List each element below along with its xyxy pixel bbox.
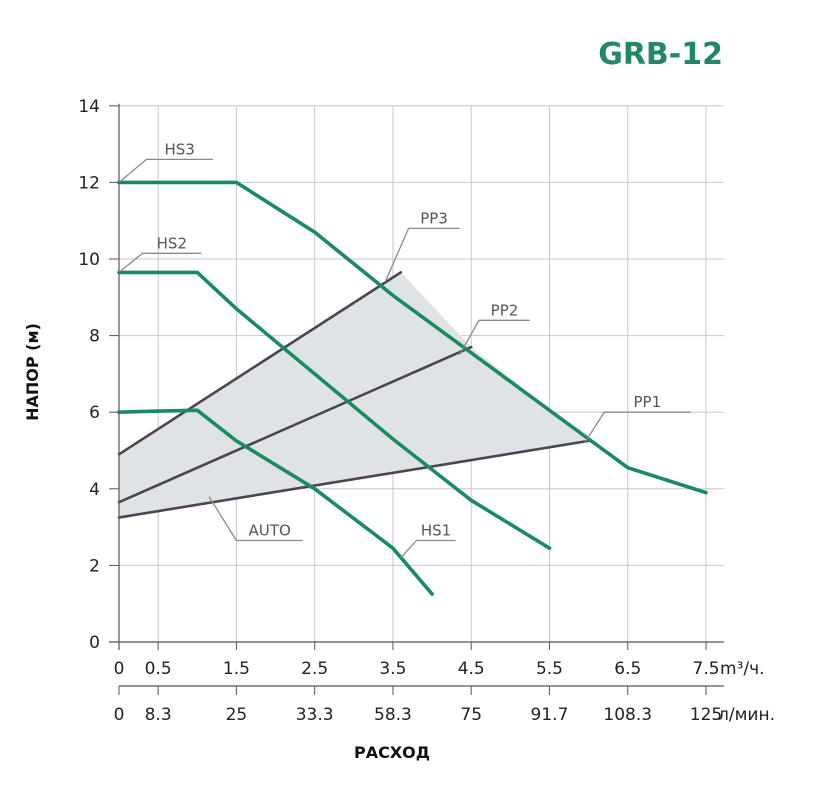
label-hs3: HS3 [164, 140, 194, 158]
x-primary-unit: m³/ч. [720, 659, 765, 679]
y-tick-label: 6 [89, 403, 100, 423]
y-tick-label: 8 [89, 327, 100, 347]
leader-hs1 [400, 539, 456, 559]
label-pp3: PP3 [420, 209, 448, 227]
x-tick-label: 3.5 [379, 659, 406, 679]
label-pp1: PP1 [634, 393, 662, 411]
x-tick-label: 6.5 [614, 659, 641, 679]
x2-tick-label: 8.3 [145, 705, 172, 725]
x-tick-label: 4.5 [458, 659, 485, 679]
x2-tick-label: 91.7 [531, 705, 569, 725]
annotations: HS3 HS2 PP3 PP2 PP1 AUTO HS1 [118, 140, 691, 559]
x2-tick-label: 108.3 [603, 705, 652, 725]
y-tick-label: 14 [78, 97, 100, 117]
leader-pp3 [384, 227, 460, 283]
y-tick-label: 10 [78, 250, 100, 270]
x2-tick-label: 125 [690, 705, 722, 725]
label-auto: AUTO [249, 522, 291, 540]
series-pp1-line [117, 439, 590, 519]
series-hs1-line [117, 408, 434, 596]
series-hs2-line [117, 270, 552, 551]
x-tick-label: 0.5 [145, 659, 172, 679]
label-pp2: PP2 [491, 301, 519, 319]
y-tick-label: 12 [78, 173, 100, 193]
x2-tick-label: 58.3 [374, 705, 412, 725]
series-pp3-line [117, 271, 403, 456]
leader-pp1 [584, 411, 691, 444]
leader-pp2 [458, 319, 530, 356]
chart-title: GRB-12 [598, 37, 723, 72]
label-hs2: HS2 [157, 234, 187, 252]
series-pp2-line [117, 345, 473, 504]
x2-tick-label: 33.3 [296, 705, 334, 725]
x-secondary-unit: л/мин. [718, 705, 775, 725]
y-tick-label: 0 [89, 633, 100, 653]
leader-hs2 [118, 252, 202, 273]
x-tick-label: 7.5 [693, 659, 720, 679]
auto-region-fill [119, 272, 589, 518]
y-tick-label: 2 [89, 556, 100, 576]
x2-tick-label: 0 [114, 705, 125, 725]
x-tick-label: 2.5 [301, 659, 328, 679]
x-tick-label: 5.5 [536, 659, 563, 679]
x-tick-label: 0 [114, 659, 125, 679]
series-hs3-line [117, 180, 708, 495]
operating-region [119, 272, 589, 518]
y-tick-label: 4 [89, 480, 100, 500]
x2-tick-label: 25 [226, 705, 248, 725]
leader-hs3 [118, 158, 213, 183]
label-hs1: HS1 [421, 522, 451, 540]
axes: 0 2 4 6 8 10 12 14 0 0.5 1.5 2.5 3.5 4.5 5.5 6.5 7.5 m³/ч… [78, 97, 775, 725]
y-axis-title: НАПОР (м) [23, 323, 42, 421]
series-layer [117, 180, 708, 596]
x2-tick-label: 75 [460, 705, 482, 725]
leader-auto [208, 496, 303, 542]
x-axis-title: РАСХОД [354, 743, 430, 762]
x-tick-label: 1.5 [223, 659, 250, 679]
